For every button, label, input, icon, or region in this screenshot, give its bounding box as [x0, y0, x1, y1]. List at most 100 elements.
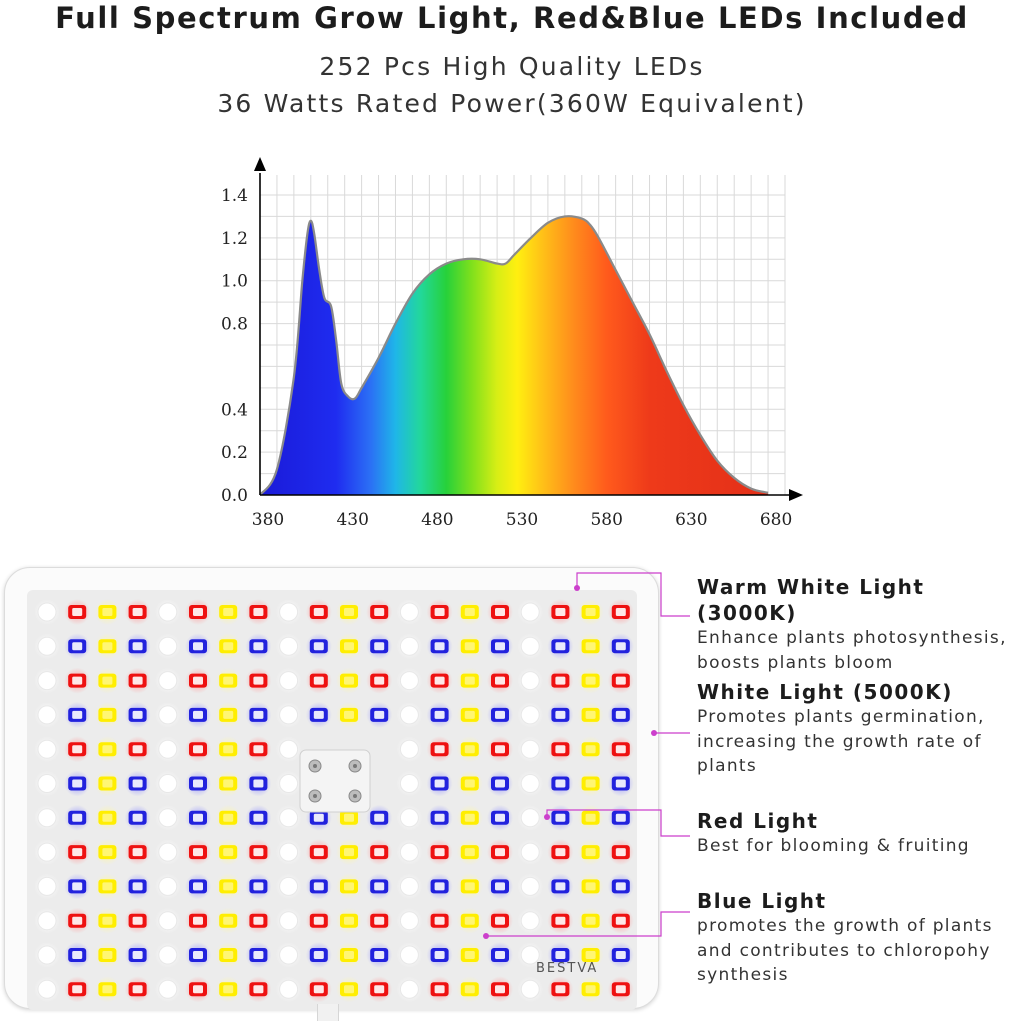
- led-red: [547, 736, 574, 763]
- led-yellow: [456, 873, 483, 900]
- led-blue: [124, 633, 151, 660]
- led-white: [275, 942, 302, 968]
- led-white: [517, 736, 544, 763]
- led-red: [305, 599, 332, 625]
- led-white: [396, 942, 423, 968]
- led-red: [185, 599, 211, 625]
- led-red: [366, 667, 393, 694]
- led-blue: [547, 942, 574, 968]
- led-array: [34, 599, 634, 1003]
- led-blue: [366, 804, 393, 831]
- led-grid: [34, 599, 634, 1003]
- led-yellow: [577, 633, 604, 660]
- led-white: [34, 667, 60, 694]
- label-red-desc-1: Best for blooming & fruiting: [697, 836, 970, 856]
- led-white: [34, 736, 60, 763]
- label-warm-white-desc-1: Enhance plants photosynthesis,: [697, 628, 1007, 648]
- led-yellow: [215, 770, 242, 797]
- led-blue: [64, 633, 91, 660]
- led-yellow: [215, 599, 242, 625]
- led-white: [517, 701, 544, 728]
- led-white: [34, 942, 60, 968]
- led-white: [517, 839, 544, 866]
- led-yellow: [456, 942, 483, 968]
- led-blue: [426, 633, 453, 660]
- led-blue: [547, 770, 574, 797]
- led-white: [517, 667, 544, 694]
- led-blue: [64, 873, 91, 900]
- led-red: [487, 599, 513, 625]
- led-white: [275, 873, 302, 900]
- led-blue: [426, 701, 453, 728]
- led-white: [34, 770, 60, 797]
- led-red: [124, 599, 151, 625]
- led-blue: [607, 873, 634, 900]
- led-yellow: [577, 804, 604, 831]
- led-white: [275, 667, 302, 694]
- led-red: [487, 907, 513, 934]
- led-white: [396, 770, 423, 797]
- led-white: [154, 976, 181, 1003]
- led-white: [34, 633, 60, 660]
- led-yellow: [336, 839, 362, 866]
- led-yellow: [577, 976, 604, 1003]
- led-blue: [124, 873, 151, 900]
- led-red: [366, 976, 393, 1003]
- led-red: [64, 907, 91, 934]
- led-red: [185, 907, 211, 934]
- led-red: [245, 736, 272, 763]
- brand-logo: BESTVA: [536, 961, 599, 976]
- led-yellow: [94, 701, 121, 728]
- led-red: [426, 907, 453, 934]
- led-white: [34, 804, 60, 831]
- led-blue: [487, 701, 513, 728]
- led-blue: [305, 873, 332, 900]
- x-tick-label: 580: [590, 510, 622, 530]
- led-red: [487, 667, 513, 694]
- led-yellow: [215, 667, 242, 694]
- led-red: [124, 667, 151, 694]
- led-yellow: [456, 804, 483, 831]
- led-red: [245, 907, 272, 934]
- led-red: [487, 736, 513, 763]
- led-red: [305, 907, 332, 934]
- led-yellow: [456, 736, 483, 763]
- led-red: [426, 976, 453, 1003]
- x-tick-label: 380: [252, 510, 284, 530]
- led-blue: [547, 873, 574, 900]
- led-white: [154, 942, 181, 968]
- led-blue: [185, 804, 211, 831]
- led-yellow: [215, 736, 242, 763]
- led-white: [34, 907, 60, 934]
- led-red: [245, 599, 272, 625]
- y-axis-arrow: [254, 157, 266, 171]
- x-tick-label: 530: [506, 510, 538, 530]
- y-tick-label: 0.0: [221, 486, 248, 506]
- led-red: [64, 839, 91, 866]
- led-red: [305, 839, 332, 866]
- led-blue: [487, 873, 513, 900]
- x-axis-arrow: [789, 489, 803, 501]
- led-yellow: [94, 804, 121, 831]
- led-blue: [245, 942, 272, 968]
- led-yellow: [94, 907, 121, 934]
- label-red-title: Red Light: [697, 809, 819, 833]
- led-red: [124, 736, 151, 763]
- y-tick-label: 0.2: [221, 443, 248, 463]
- led-blue: [185, 770, 211, 797]
- led-red: [64, 976, 91, 1003]
- led-red: [426, 736, 453, 763]
- led-white: [275, 907, 302, 934]
- led-white: [396, 907, 423, 934]
- led-white: [396, 701, 423, 728]
- led-red: [426, 839, 453, 866]
- led-red: [487, 976, 513, 1003]
- led-red: [185, 839, 211, 866]
- led-blue: [185, 942, 211, 968]
- led-blue: [426, 942, 453, 968]
- led-blue: [245, 701, 272, 728]
- led-white: [396, 976, 423, 1003]
- led-yellow: [577, 599, 604, 625]
- label-blue-desc-3: synthesis: [697, 965, 789, 985]
- led-yellow: [94, 839, 121, 866]
